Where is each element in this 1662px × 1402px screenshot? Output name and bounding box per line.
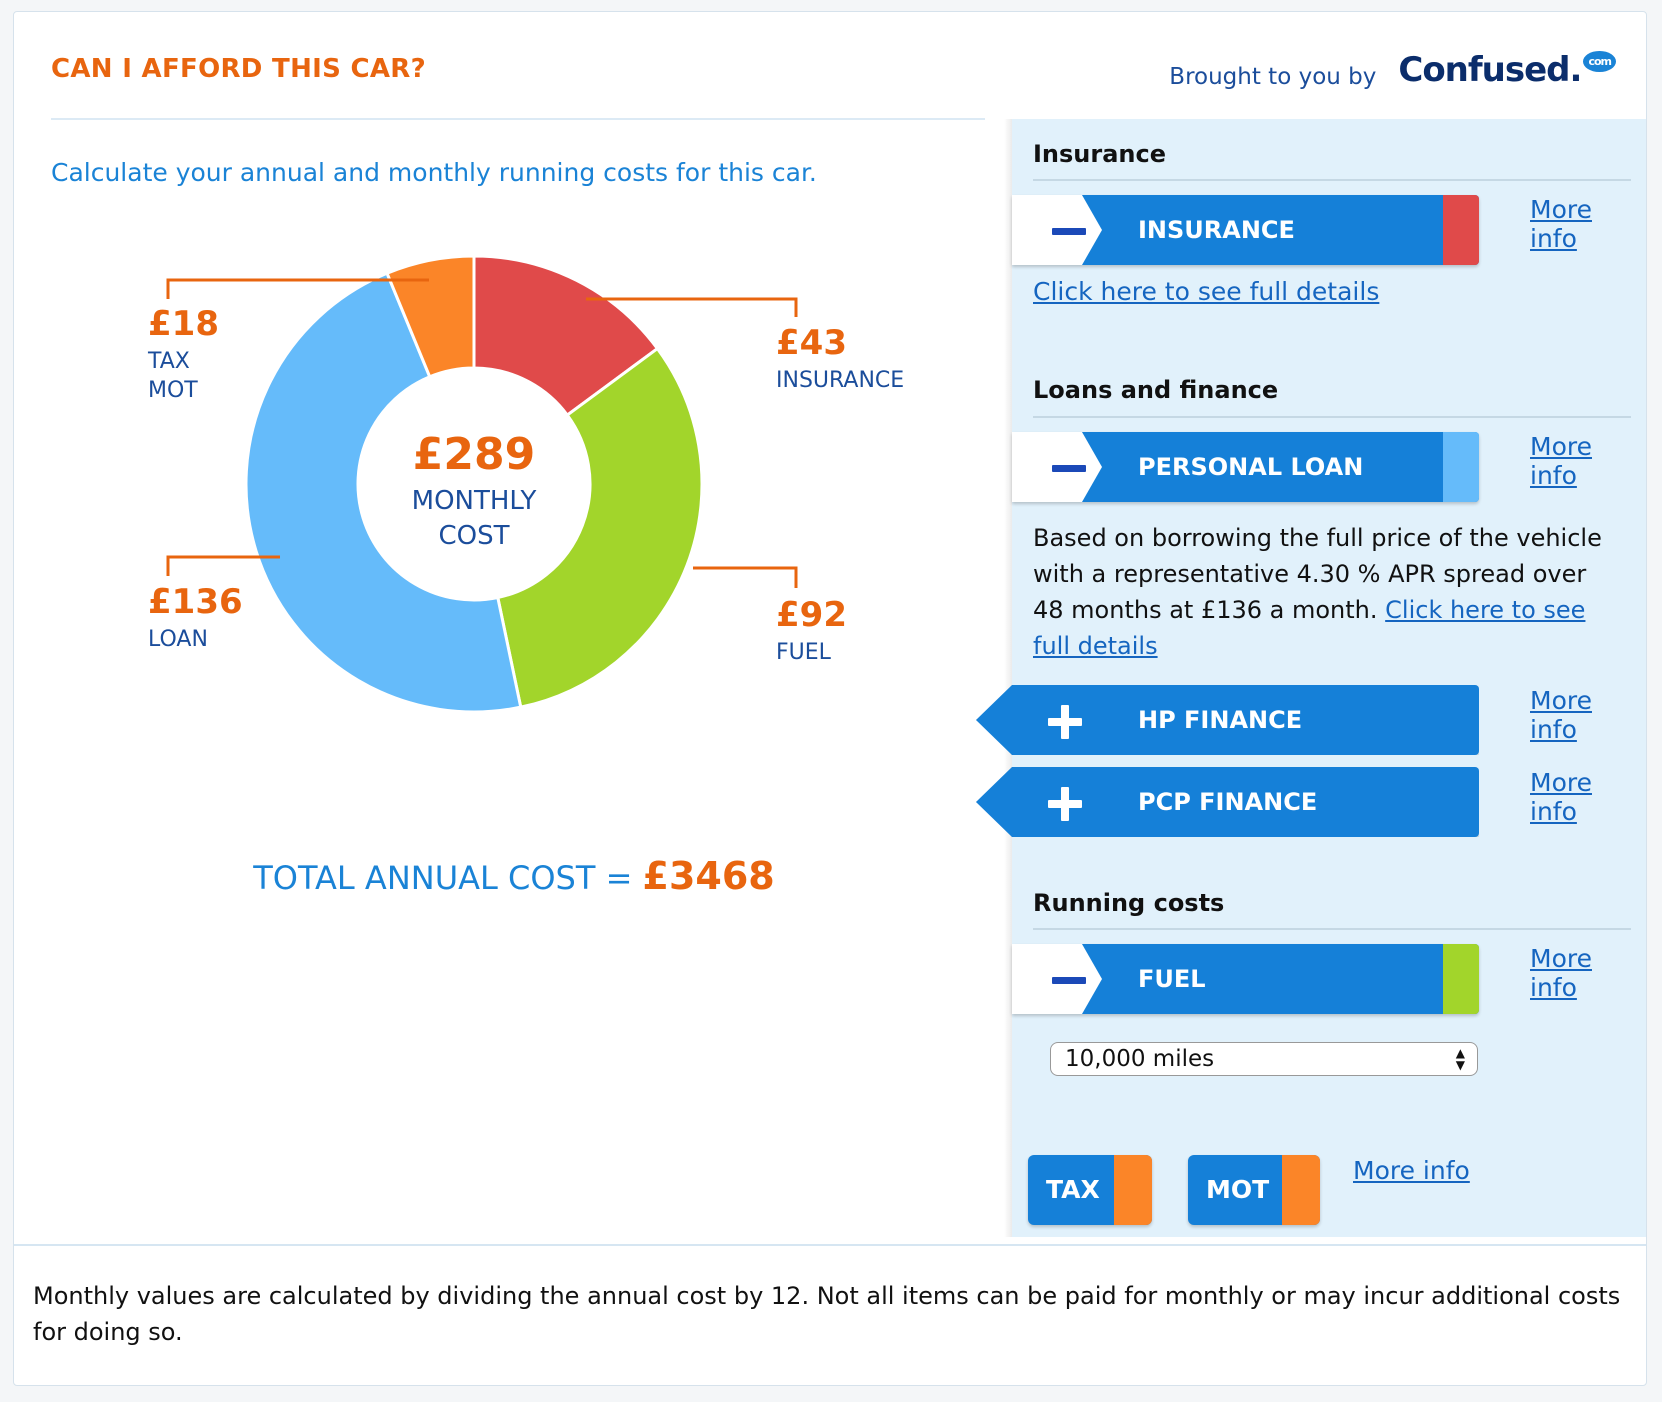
center-label-cost: COST [438, 521, 509, 551]
personal-loan-toggle-bar[interactable]: PERSONAL LOAN [1012, 432, 1479, 502]
leader-line-loan [166, 555, 280, 576]
fuel-color-stripe [1443, 944, 1479, 1014]
insurance-bar-label: INSURANCE [1138, 216, 1295, 244]
tax-mot-more-info-link[interactable]: More info [1353, 1156, 1470, 1185]
page-title: CAN I AFFORD THIS CAR? [51, 54, 426, 84]
loan-amount: £136 [148, 582, 243, 622]
minus-icon [1052, 465, 1086, 472]
loan-label: LOAN [148, 627, 208, 652]
brand-name: Confused [1398, 50, 1570, 90]
confused-logo[interactable]: Confused. com [1398, 50, 1616, 90]
center-amount: £289 [413, 429, 535, 480]
insurance-amount: £43 [776, 323, 847, 363]
fuel-bar-label: FUEL [1138, 965, 1206, 993]
pcp-finance-bar-label: PCP FINANCE [1138, 788, 1318, 816]
annual-mileage-select[interactable]: 10,000 miles ▲ ▼ [1050, 1042, 1478, 1076]
leader-line-tax-mot [166, 278, 429, 299]
brought-by-text: Brought to you by [1169, 64, 1377, 90]
personal-loan-bar-label: PERSONAL LOAN [1138, 453, 1364, 481]
fuel-label: FUEL [776, 640, 832, 665]
personal-loan-more-info-link[interactable]: More info [1530, 432, 1592, 490]
brand-suffix: com [1583, 51, 1616, 72]
sponsor-brand: Brought to you by Confused. com [1169, 50, 1616, 90]
monthly-cost-donut-chart: £289 MONTHLY COST £18 TAX MOT £43 INSURA… [147, 254, 904, 714]
insurance-section-title: Insurance [1033, 140, 1167, 168]
loan-description-text: Based on borrowing the full price of the… [1033, 524, 1602, 624]
tax-color-stripe [1114, 1155, 1152, 1225]
total-label: TOTAL ANNUAL COST = [253, 859, 643, 897]
pcp-finance-more-info-link[interactable]: More info [1530, 768, 1592, 826]
loans-section-divider [1033, 416, 1631, 418]
personal-loan-description: Based on borrowing the full price of the… [1033, 520, 1613, 664]
minus-icon [1052, 977, 1086, 984]
pcp-finance-toggle-bar[interactable]: PCP FINANCE [976, 767, 1479, 837]
personal-loan-full-details-link[interactable]: Click here to see full details [1033, 596, 1586, 660]
fuel-amount: £92 [776, 595, 847, 635]
calculator-card: CAN I AFFORD THIS CAR? Brought to you by… [13, 11, 1647, 1386]
mileage-selected-value: 10,000 miles [1065, 1046, 1215, 1072]
footer-divider [14, 1244, 1646, 1246]
tax-mot-amount: £18 [148, 304, 219, 344]
hp-finance-toggle-bar[interactable]: HP FINANCE [976, 685, 1479, 755]
fuel-more-info-link[interactable]: More info [1530, 944, 1592, 1002]
tax-button-label: TAX [1046, 1175, 1100, 1204]
total-annual-cost: TOTAL ANNUAL COST = £3468 [14, 854, 1014, 898]
footer-note: Monthly values are calculated by dividin… [33, 1282, 1621, 1346]
insurance-toggle-bar[interactable]: INSURANCE [1012, 195, 1479, 265]
mot-label: MOT [148, 378, 198, 403]
leader-line-insurance [586, 297, 798, 317]
center-label-monthly: MONTHLY [412, 486, 537, 516]
running-costs-section-title: Running costs [1033, 889, 1225, 917]
header-divider [51, 118, 985, 120]
insurance-full-details-link[interactable]: Click here to see full details [1033, 277, 1380, 306]
fuel-toggle-bar[interactable]: FUEL [1012, 944, 1479, 1014]
panel-shadow [1004, 119, 1012, 1237]
page-subtitle: Calculate your annual and monthly runnin… [51, 158, 817, 187]
hp-finance-bar-label: HP FINANCE [1138, 706, 1303, 734]
donut-slices [244, 254, 704, 714]
donut-hole [358, 368, 590, 600]
total-amount: £3468 [642, 854, 775, 898]
insurance-section-divider [1033, 179, 1631, 181]
insurance-label: INSURANCE [776, 368, 904, 393]
leader-line-fuel [693, 566, 798, 588]
mot-button-label: MOT [1206, 1175, 1270, 1204]
loan-color-stripe [1443, 432, 1479, 502]
tax-button[interactable]: TAX [1028, 1155, 1152, 1225]
mot-button[interactable]: MOT [1188, 1155, 1320, 1225]
plus-icon-vertical [1061, 705, 1069, 739]
plus-icon-vertical [1061, 787, 1069, 821]
hp-finance-more-info-link[interactable]: More info [1530, 686, 1592, 744]
insurance-more-info-link[interactable]: More info [1530, 195, 1592, 253]
select-arrows-icon: ▲ ▼ [1455, 1046, 1465, 1072]
mot-color-stripe [1282, 1155, 1320, 1225]
insurance-color-stripe [1443, 195, 1479, 265]
loans-section-title: Loans and finance [1033, 376, 1279, 404]
tax-label: TAX [147, 349, 190, 374]
minus-icon [1052, 228, 1086, 235]
running-costs-divider [1033, 928, 1631, 930]
